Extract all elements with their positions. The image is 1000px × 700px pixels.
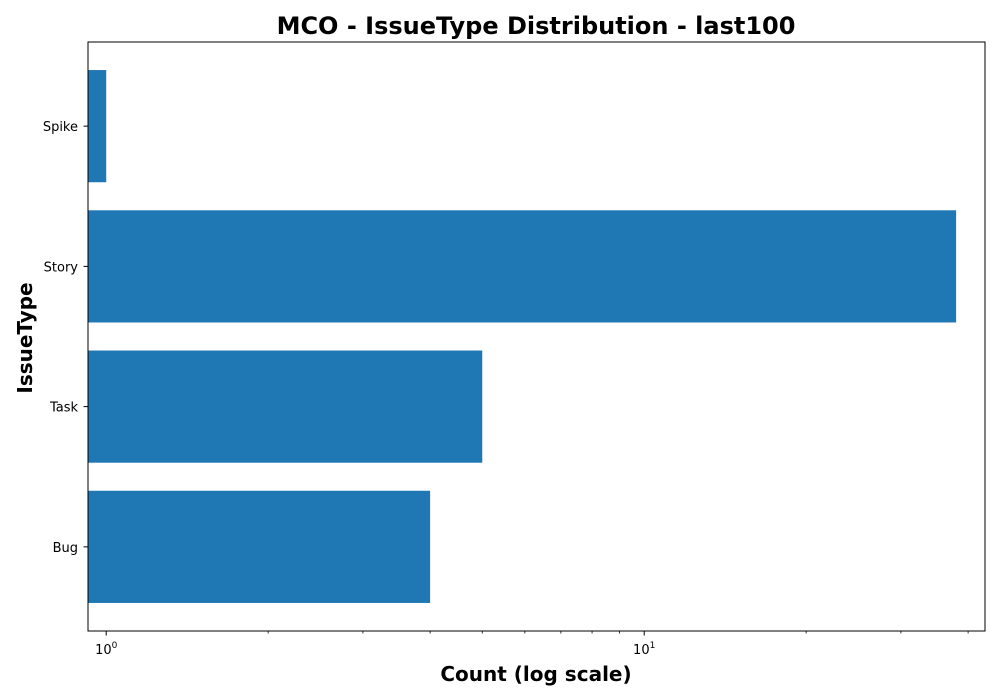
y-tick-label-bug: Bug — [53, 541, 78, 556]
bar-bug — [88, 490, 431, 603]
plot-frame — [87, 41, 986, 632]
bar-spike — [88, 70, 107, 183]
bar-story — [88, 210, 957, 323]
bars-layer — [88, 70, 957, 603]
chart-title: MCO - IssueType Distribution - last100 — [277, 12, 796, 40]
y-tick-label-spike: Spike — [43, 120, 78, 135]
x-axis-label: Count (log scale) — [440, 662, 631, 686]
x-tick-label: 100 — [95, 641, 118, 658]
bar-task — [88, 350, 483, 463]
y-tick-label-story: Story — [44, 260, 79, 275]
x-tick-label: 101 — [633, 641, 655, 658]
y-tick-label-task: Task — [49, 401, 79, 416]
y-axis-label: IssueType — [13, 282, 37, 393]
